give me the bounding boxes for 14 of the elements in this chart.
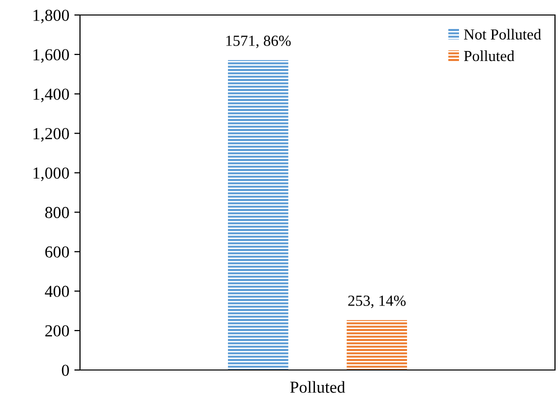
data-label: 1571, 86% (226, 36, 291, 48)
legend-label: Polluted (464, 50, 514, 62)
y-tick-label: 0 (62, 364, 69, 376)
y-tick-label: 1,000 (34, 167, 69, 182)
y-tick-label: 600 (45, 246, 69, 258)
y-tick-label: 400 (44, 286, 69, 298)
legend-label: Not Polluted (464, 28, 542, 40)
y-tick-label: 1,200 (34, 128, 69, 142)
y-tick-label: 1,600 (34, 49, 69, 63)
y-tick-label: 1,400 (34, 88, 69, 102)
y-tick-label: 800 (45, 206, 69, 218)
y-tick-label: 1,800 (34, 10, 69, 24)
data-label: 253, 14% (348, 296, 406, 308)
y-tick-label: 200 (45, 325, 69, 336)
